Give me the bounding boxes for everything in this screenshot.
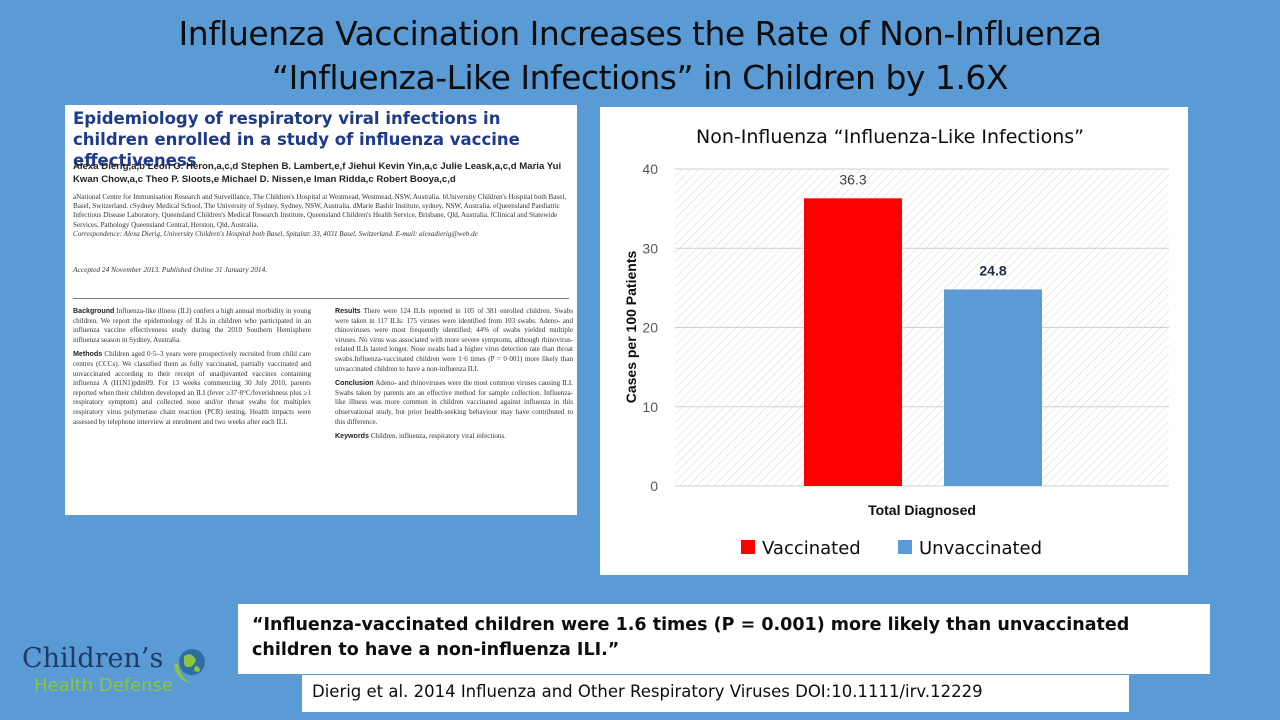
legend: Vaccinated Unvaccinated: [741, 538, 1042, 559]
y-tick-label-10: 10: [642, 399, 658, 415]
quote-line2: children to have a non-influenza ILI.”: [252, 640, 620, 660]
y-tick-label-30: 30: [642, 240, 658, 256]
abstract-keywords: Keywords Children, influenza, respirator…: [335, 432, 507, 441]
legend-label-unvaccinated: Unvaccinated: [919, 538, 1042, 559]
globe-hands-icon: [174, 649, 210, 684]
abstract-methods: Methods Children aged 0·5–3 years were p…: [73, 350, 311, 426]
abstract-divider: [73, 298, 569, 299]
quote-text: “Influenza-vaccinated children were 1.6 …: [252, 613, 1192, 663]
slide-title: Influenza Vaccination Increases the Rate…: [0, 12, 1280, 100]
data-label-vaccinated: 36.3: [839, 171, 866, 187]
chart-svg: Non-Influenza “Influenza-Like Infections…: [623, 126, 1169, 559]
paper-excerpt: Epidemiology of respiratory viral infect…: [65, 105, 577, 515]
grid-layer: 0 10 20 30 40: [642, 161, 1169, 494]
abstract-left-column: Background Influenza-like illness (ILI) …: [73, 307, 311, 432]
abstract-conclusion: Conclusion Adeno- and rhinoviruses were …: [335, 379, 573, 426]
chart-title: Non-Influenza “Influenza-Like Infections…: [696, 126, 1084, 148]
y-tick-label-0: 0: [650, 478, 658, 494]
legend-swatch-vaccinated: [741, 540, 755, 554]
paper-authors: Alexa Dierig,a,b Leon G. Heron,a,c,d Ste…: [73, 161, 562, 185]
legend-swatch-unvaccinated: [898, 540, 912, 554]
quote-box: “Influenza-vaccinated children were 1.6 …: [238, 604, 1210, 674]
abstract-right-column: Results There were 124 ILIs reported in …: [335, 307, 573, 447]
abstract-results: Results There were 124 ILIs reported in …: [335, 307, 573, 373]
slide-title-line2: “Influenza-Like Infections” in Children …: [271, 58, 1009, 97]
bar-vaccinated: [804, 198, 902, 486]
bar-layer: 36.3 24.8: [804, 171, 1042, 486]
childrens-health-defense-logo: Children’s Health Defense: [20, 642, 220, 708]
citation-text: Dierig et al. 2014 Influenza and Other R…: [312, 682, 983, 701]
paper-title: Epidemiology of respiratory viral infect…: [73, 109, 520, 170]
affiliations-text: aNational Centre for Immunisation Resear…: [73, 193, 567, 229]
data-label-unvaccinated: 24.8: [979, 262, 1006, 278]
y-tick-label-40: 40: [642, 161, 658, 177]
bar-unvaccinated: [944, 289, 1042, 486]
bar-chart: Non-Influenza “Influenza-Like Infections…: [600, 107, 1188, 575]
slide-title-line1: Influenza Vaccination Increases the Rate…: [178, 14, 1102, 53]
paper-affiliations: aNational Centre for Immunisation Resear…: [73, 193, 571, 239]
correspondence-text: Correspondence: Alexa Dierig, University…: [73, 229, 478, 238]
logo-line2: Health Defense: [34, 675, 174, 696]
legend-label-vaccinated: Vaccinated: [762, 538, 861, 559]
abstract-background: Background Influenza-like illness (ILI) …: [73, 307, 311, 344]
y-tick-label-20: 20: [642, 320, 658, 336]
citation-box: Dierig et al. 2014 Influenza and Other R…: [302, 675, 1129, 712]
x-axis-label: Total Diagnosed: [868, 502, 976, 518]
logo-line1: Children’s: [22, 643, 164, 674]
quote-line1: “Influenza-vaccinated children were 1.6 …: [252, 615, 1130, 635]
y-axis-label: Cases per 100 Patients: [623, 251, 639, 404]
accepted-date: Accepted 24 November 2013. Published Onl…: [73, 265, 268, 274]
